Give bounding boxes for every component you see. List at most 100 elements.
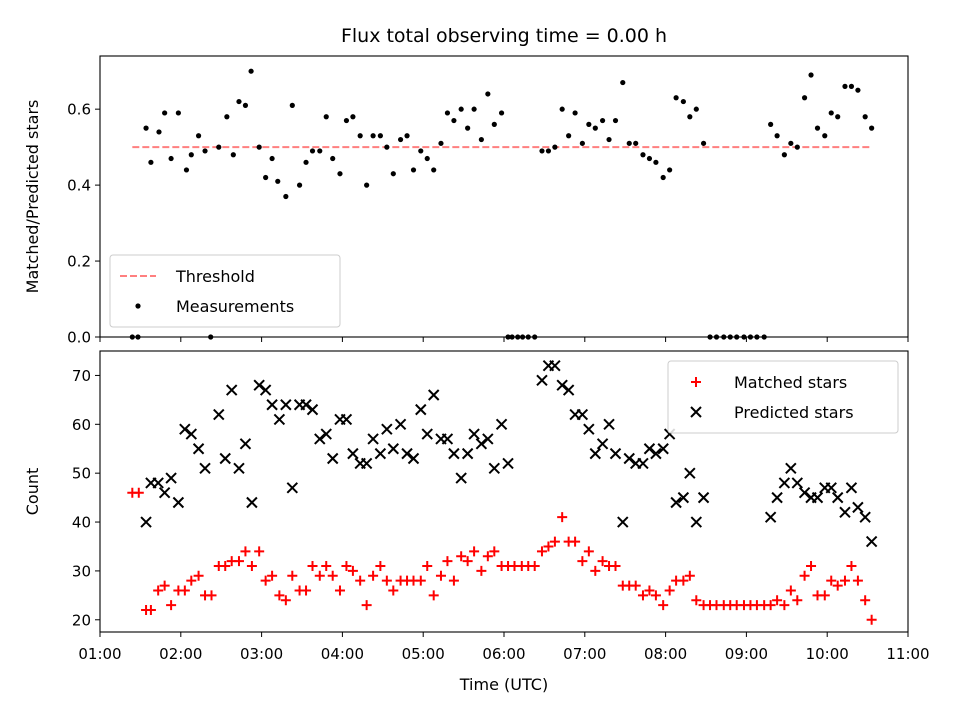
data-point (657, 443, 669, 455)
data-point (819, 590, 830, 601)
data-point (866, 614, 877, 625)
data-point (690, 516, 703, 528)
data-point (660, 174, 666, 181)
data-point (772, 595, 783, 606)
data-point (418, 148, 424, 154)
data-point (314, 570, 325, 581)
data-point (637, 590, 648, 601)
data-point (806, 561, 817, 572)
data-point (832, 580, 843, 591)
data-point (195, 133, 202, 139)
data-point (495, 418, 508, 431)
data-point (498, 110, 505, 116)
axes-frame (99, 55, 909, 338)
data-point (764, 511, 777, 523)
data-point (482, 551, 493, 562)
data-point (451, 117, 457, 124)
data-point (287, 570, 298, 581)
x-tick-label: 03:00 (240, 645, 283, 663)
data-point (387, 443, 400, 455)
axes-frame (99, 350, 909, 633)
data-point (637, 457, 649, 470)
data-point (785, 462, 797, 474)
data-point (370, 133, 376, 139)
data-point (442, 556, 453, 567)
data-point (576, 408, 589, 421)
data-point (421, 428, 433, 440)
data-point (224, 114, 230, 120)
data-point (835, 114, 841, 120)
data-point (259, 384, 272, 396)
data-point (566, 133, 572, 139)
data-point (502, 457, 514, 470)
data-point (456, 551, 467, 562)
data-point (236, 98, 242, 105)
data-point (543, 541, 554, 552)
data-point (192, 443, 205, 455)
y-axis-label: Count (23, 468, 42, 516)
data-point (394, 418, 407, 431)
data-point (610, 561, 621, 572)
x-tick-label: 10:00 (806, 645, 849, 663)
data-point (482, 433, 494, 445)
data-point (327, 570, 338, 581)
data-point (263, 174, 269, 181)
data-point (330, 155, 336, 162)
data-point (529, 561, 540, 572)
data-point (559, 106, 565, 112)
data-point (678, 575, 689, 586)
data-point (404, 133, 410, 139)
x-tick-label: 04:00 (321, 645, 364, 663)
data-point (341, 561, 352, 572)
data-point (865, 535, 878, 548)
data-point (179, 585, 190, 596)
data-point (839, 506, 851, 518)
series-predicted-stars (140, 359, 878, 548)
y-axis-label: Matched/Predicted stars (23, 100, 42, 294)
data-point (355, 575, 366, 586)
data-point (808, 72, 814, 78)
data-point (152, 477, 164, 489)
data-point (788, 140, 794, 146)
data-point (839, 575, 850, 586)
data-point (644, 585, 655, 596)
data-point (791, 477, 804, 489)
data-point (577, 556, 588, 567)
data-point (603, 418, 615, 431)
data-point (680, 98, 686, 105)
data-point (364, 182, 370, 188)
data-point (846, 561, 857, 572)
data-point (301, 585, 312, 596)
data-point (407, 452, 420, 465)
data-point (438, 140, 444, 146)
data-point (175, 110, 181, 116)
data-point (799, 570, 810, 581)
data-point (183, 167, 190, 173)
data-point (415, 403, 427, 416)
data-point (549, 536, 560, 547)
y-tick-label: 40 (72, 514, 91, 532)
x-tick-label: 07:00 (563, 645, 606, 663)
data-point (592, 125, 598, 131)
data-point (246, 496, 258, 509)
y-tick-label: 30 (72, 562, 91, 580)
data-point (684, 467, 696, 479)
data-point (845, 482, 858, 494)
data-point (307, 561, 318, 572)
data-point (471, 106, 477, 112)
data-point (280, 399, 292, 411)
data-point (186, 575, 197, 586)
legend: Matched stars Predicted stars (667, 360, 899, 434)
data-point (253, 379, 265, 391)
data-point (583, 546, 594, 557)
data-point (583, 423, 595, 435)
data-point (260, 575, 271, 586)
data-point (664, 585, 675, 596)
data-point (360, 457, 373, 470)
data-point (254, 546, 265, 557)
data-point (478, 136, 484, 143)
data-point (658, 600, 669, 611)
data-point (792, 595, 803, 606)
data-point (549, 359, 561, 372)
data-point (233, 556, 244, 567)
